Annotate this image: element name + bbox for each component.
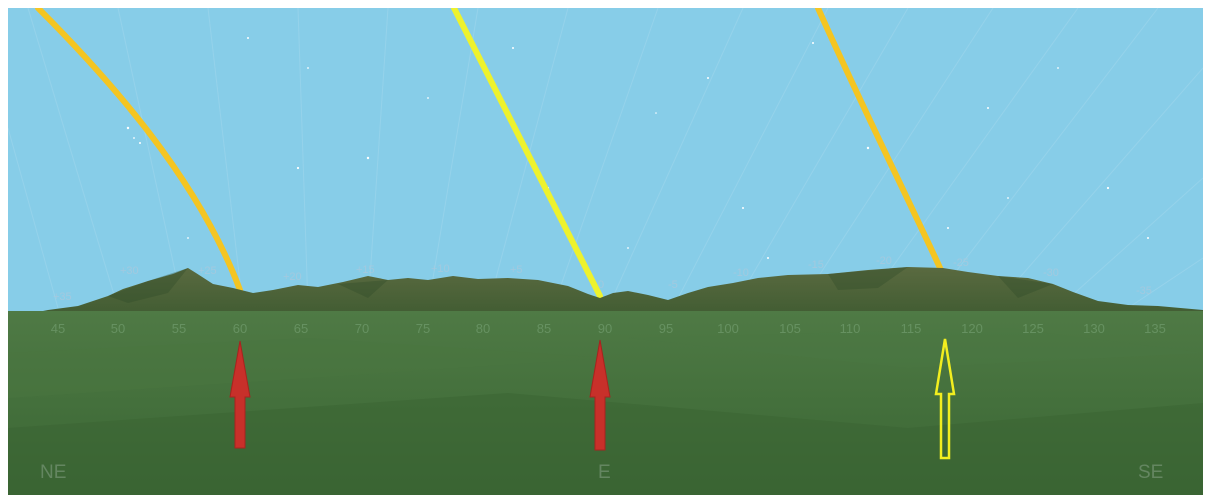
azimuth-tick: 55 xyxy=(172,321,186,336)
cardinal-se: SE xyxy=(1138,462,1163,483)
dec-label: +25 xyxy=(198,265,217,277)
dec-label: -20 xyxy=(876,255,892,267)
azimuth-tick: 70 xyxy=(355,321,369,336)
red-arrow-60 xyxy=(229,340,251,449)
azimuth-tick: 85 xyxy=(537,321,551,336)
winter-solstice-path xyxy=(815,8,944,273)
dec-label: -35 xyxy=(1136,285,1152,297)
cardinal-ne: NE xyxy=(40,462,66,483)
azimuth-tick: 120 xyxy=(961,321,983,336)
mountain-ridge xyxy=(8,267,1203,323)
horizon-panorama: +35 +30 +25 +20 +15 +10 +5 0 -5 -10 -15 … xyxy=(8,8,1203,495)
declination-labels: +35 +30 +25 +20 +15 +10 +5 0 -5 -10 -15 … xyxy=(53,255,1152,303)
azimuth-tick: 95 xyxy=(659,321,673,336)
dec-label: 0 xyxy=(598,279,604,291)
cardinal-e: E xyxy=(598,462,611,483)
azimuth-tick: 90 xyxy=(598,321,612,336)
declination-grid xyxy=(8,8,1203,309)
azimuth-tick: 110 xyxy=(840,321,861,336)
azimuth-tick: 105 xyxy=(779,321,801,336)
sky xyxy=(8,8,1203,318)
azimuth-tick: 75 xyxy=(416,321,430,336)
dec-label: -25 xyxy=(953,257,969,269)
ground-facet xyxy=(8,338,608,398)
dec-label: +35 xyxy=(53,291,72,303)
azimuth-tick: 80 xyxy=(476,321,490,336)
azimuth-tick: 60 xyxy=(233,321,247,336)
dec-label: -5 xyxy=(668,279,678,291)
dec-label: +30 xyxy=(120,265,139,277)
dec-label: -30 xyxy=(1043,267,1059,279)
azimuth-tick: 115 xyxy=(901,321,922,336)
ground-facet xyxy=(628,328,1203,368)
dec-label: -10 xyxy=(733,267,749,279)
azimuth-scale: 45 50 55 60 65 70 75 80 85 90 95 100 105… xyxy=(51,321,1166,336)
stars xyxy=(126,37,1149,259)
dec-label: +10 xyxy=(431,263,450,275)
azimuth-tick: 100 xyxy=(717,321,739,336)
red-arrow-90 xyxy=(589,339,611,451)
azimuth-tick: 45 xyxy=(51,321,65,336)
azimuth-tick: 125 xyxy=(1022,321,1044,336)
azimuth-tick: 130 xyxy=(1083,321,1105,336)
azimuth-tick: 65 xyxy=(294,321,308,336)
azimuth-tick: 50 xyxy=(111,321,125,336)
azimuth-tick: 135 xyxy=(1144,321,1166,336)
dec-label: +20 xyxy=(283,271,302,283)
dec-label: -15 xyxy=(808,259,824,271)
equinox-path xyxy=(451,8,603,299)
yellow-arrow-117 xyxy=(934,338,956,460)
summer-solstice-path xyxy=(35,8,243,293)
dec-label: +15 xyxy=(356,264,375,276)
dec-label: +5 xyxy=(510,264,523,276)
mountain-shading xyxy=(108,267,1053,303)
